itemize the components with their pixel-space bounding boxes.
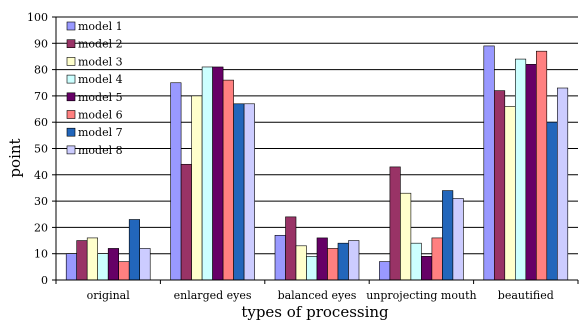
legend-label: model 4 bbox=[78, 73, 123, 86]
legend-label: model 6 bbox=[78, 109, 123, 122]
legend-swatch bbox=[66, 74, 76, 84]
legend-label: model 3 bbox=[78, 55, 123, 68]
bar bbox=[212, 66, 224, 281]
legend-swatch bbox=[66, 110, 76, 119]
y-tick-label: 70 bbox=[34, 90, 48, 103]
y-tick-label: 0 bbox=[41, 274, 48, 287]
bar bbox=[483, 45, 495, 281]
bar bbox=[274, 234, 286, 281]
legend-swatch bbox=[66, 92, 76, 102]
bar bbox=[86, 237, 98, 281]
bar bbox=[201, 66, 213, 281]
category-label: beautified bbox=[498, 289, 554, 302]
bar bbox=[514, 58, 527, 281]
bar bbox=[493, 90, 506, 281]
legend-swatch bbox=[66, 145, 76, 155]
y-tick-label: 20 bbox=[34, 221, 48, 234]
legend-label: model 5 bbox=[78, 91, 123, 104]
bar bbox=[379, 261, 391, 281]
category-labels: original enlarged eyes balanced eyes unproj… bbox=[87, 289, 554, 302]
legend-swatch bbox=[66, 127, 76, 137]
category-label: enlarged eyes bbox=[174, 289, 252, 302]
axes bbox=[52, 16, 579, 284]
y-tick-label: 10 bbox=[34, 248, 48, 261]
bar bbox=[285, 216, 297, 281]
bar bbox=[348, 240, 360, 281]
bars bbox=[65, 45, 569, 281]
y-tick-label: 80 bbox=[34, 64, 48, 77]
category-label: balanced eyes bbox=[278, 289, 357, 302]
legend-label: model 8 bbox=[78, 144, 123, 157]
bar bbox=[139, 248, 151, 281]
bar bbox=[76, 240, 88, 281]
bar bbox=[118, 261, 130, 281]
bar bbox=[222, 79, 234, 281]
bar bbox=[295, 245, 307, 281]
legend-swatch bbox=[66, 39, 76, 49]
bar bbox=[180, 163, 192, 281]
y-tick-label: 40 bbox=[34, 169, 48, 182]
bar bbox=[525, 64, 537, 281]
bar bbox=[442, 190, 454, 281]
legend: model 1 model 2 model 3 model 4 model 5 model… bbox=[66, 20, 123, 157]
bar bbox=[65, 253, 77, 281]
bar bbox=[233, 103, 245, 281]
y-tick-label: 50 bbox=[34, 143, 48, 156]
bar bbox=[452, 198, 464, 281]
bar bbox=[389, 166, 401, 281]
category-label: original bbox=[87, 289, 131, 302]
bar bbox=[97, 253, 109, 281]
bar bbox=[504, 106, 516, 281]
bar bbox=[170, 82, 182, 281]
legend-swatch bbox=[66, 21, 76, 31]
bar bbox=[243, 103, 255, 281]
x-axis-title: types of processing bbox=[241, 303, 389, 321]
y-tick-label: 100 bbox=[27, 11, 48, 24]
bar bbox=[191, 95, 203, 281]
y-tick-label: 60 bbox=[34, 116, 48, 129]
category-label: unprojecting mouth bbox=[366, 289, 476, 302]
legend-label: model 2 bbox=[78, 38, 123, 51]
grid-lines bbox=[56, 16, 578, 255]
bar bbox=[128, 219, 140, 281]
bar bbox=[421, 256, 433, 281]
bar bbox=[556, 87, 569, 281]
y-tick-label: 30 bbox=[34, 195, 48, 208]
legend-label: model 7 bbox=[78, 126, 123, 139]
y-tick-label: 90 bbox=[34, 37, 48, 50]
bar bbox=[431, 237, 443, 281]
bar bbox=[535, 50, 548, 281]
bar bbox=[546, 121, 558, 281]
legend-swatch bbox=[66, 57, 76, 66]
bar bbox=[107, 248, 119, 281]
bar bbox=[400, 192, 412, 281]
y-tick-labels: 0 10 20 30 40 50 60 70 80 90 100 bbox=[27, 11, 48, 287]
bar bbox=[316, 237, 328, 281]
bar bbox=[337, 242, 349, 281]
legend-label: model 1 bbox=[78, 20, 123, 33]
y-axis-title: point bbox=[6, 138, 24, 177]
bar bbox=[306, 256, 318, 281]
bar bbox=[410, 242, 422, 281]
bar bbox=[327, 248, 339, 281]
